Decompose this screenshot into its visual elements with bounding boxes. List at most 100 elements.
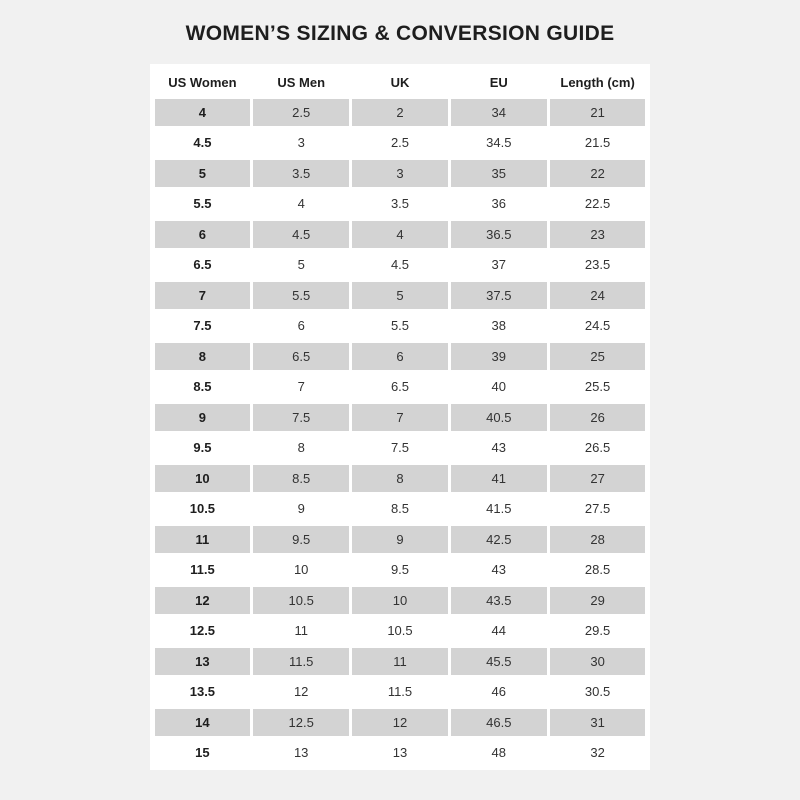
table-cell: 7: [352, 403, 448, 431]
table-cell: 6: [297, 318, 305, 334]
size-conversion-table: US Women US Men UK EU Length (cm) 4 2.5 2 34 21 4…: [153, 68, 647, 768]
table-cell: 45.5: [450, 647, 547, 675]
table-cell: 8.5: [193, 379, 212, 395]
table-cell: 26: [549, 403, 646, 431]
table-cell: 38: [491, 318, 507, 334]
table-cell: 5.5: [193, 196, 212, 212]
table-cell: 3: [297, 135, 305, 151]
table-cell: 27.5: [584, 501, 611, 517]
table-cell: 2.5: [390, 135, 410, 151]
table-cell: 37.5: [450, 281, 547, 309]
table-row: 7.5 6 5.5 38 24.5: [153, 311, 647, 342]
table-cell: 10: [352, 586, 448, 614]
table-cell: 9: [352, 525, 448, 553]
table-cell: 5.5: [390, 318, 410, 334]
table-cell: 29.5: [584, 623, 611, 639]
table-cell: 11.5: [387, 684, 413, 700]
table-cell: 5: [352, 281, 448, 309]
table-row: 14 12.5 12 46.5 31: [153, 707, 647, 738]
table-row: 15 13 13 48 32: [153, 738, 647, 769]
table-cell: 28: [549, 525, 646, 553]
table-row: 6 4.5 4 36.5 23: [153, 219, 647, 250]
table-cell: 25: [549, 342, 646, 370]
table-cell: 6: [352, 342, 448, 370]
table-cell: 12.5: [189, 623, 216, 639]
table-cell: 10.5: [253, 586, 350, 614]
table-cell: 12: [352, 708, 448, 736]
table-row: 4.5 3 2.5 34.5 21.5: [153, 128, 647, 159]
table-cell: 11.5: [253, 647, 350, 675]
table-row: 8 6.5 6 39 25: [153, 341, 647, 372]
table-cell: 11: [352, 647, 448, 675]
table-cell: 39: [450, 342, 547, 370]
table-cell: 6.5: [193, 257, 212, 273]
table-row: 13 11.5 11 45.5 30: [153, 646, 647, 677]
table-cell: 41: [450, 464, 547, 492]
table-cell: 9: [154, 403, 251, 431]
table-cell: 8.5: [253, 464, 350, 492]
table-cell: 6.5: [253, 342, 350, 370]
table-cell: 6: [154, 220, 251, 248]
table-cell: 24.5: [584, 318, 611, 334]
table-cell: 12: [293, 684, 309, 700]
table-cell: 10.5: [387, 623, 413, 639]
table-cell: 23: [549, 220, 646, 248]
table-cell: 46: [491, 684, 507, 700]
table-cell: 14: [154, 708, 251, 736]
table-cell: 9.5: [193, 440, 212, 456]
table-cell: 10: [293, 562, 309, 578]
table-cell: 46.5: [450, 708, 547, 736]
table-cell: 8: [154, 342, 251, 370]
table-cell: 24: [549, 281, 646, 309]
table-cell: 21.5: [584, 135, 611, 151]
table-row: 8.5 7 6.5 40 25.5: [153, 372, 647, 403]
table-cell: 4.5: [253, 220, 350, 248]
table-cell: 5: [154, 159, 251, 187]
table-cell: 13: [293, 745, 309, 761]
table-cell: 7.5: [390, 440, 410, 456]
table-cell: 5.5: [253, 281, 350, 309]
table-cell: 37: [491, 257, 507, 273]
table-cell: 4.5: [390, 257, 410, 273]
table-row: 7 5.5 5 37.5 24: [153, 280, 647, 311]
table-cell: 5: [297, 257, 305, 273]
column-header: Length (cm): [560, 75, 635, 90]
table-row: 9.5 8 7.5 43 26.5: [153, 433, 647, 464]
table-cell: 7.5: [193, 318, 212, 334]
table-row: 12.5 11 10.5 44 29.5: [153, 616, 647, 647]
table-cell: 22: [549, 159, 646, 187]
page-title: WOMEN’S SIZING & CONVERSION GUIDE: [185, 22, 615, 45]
table-cell: 10: [154, 464, 251, 492]
table-cell: 7.5: [253, 403, 350, 431]
table-cell: 40.5: [450, 403, 547, 431]
table-cell: 21: [549, 98, 646, 126]
column-header: US Men: [277, 75, 326, 90]
table-cell: 10.5: [189, 501, 216, 517]
table-cell: 43: [491, 440, 507, 456]
table-cell: 4: [352, 220, 448, 248]
table-cell: 8.5: [390, 501, 410, 517]
table-cell: 41.5: [486, 501, 512, 517]
table-cell: 42.5: [450, 525, 547, 553]
table-cell: 3.5: [390, 196, 410, 212]
table-row: 12 10.5 10 43.5 29: [153, 585, 647, 616]
table-cell: 31: [549, 708, 646, 736]
table-row: 10 8.5 8 41 27: [153, 463, 647, 494]
table-cell: 30.5: [584, 684, 611, 700]
table-cell: 7: [154, 281, 251, 309]
table-cell: 43.5: [450, 586, 547, 614]
table-cell: 35: [450, 159, 547, 187]
table-cell: 25.5: [584, 379, 611, 395]
table-row: 5 3.5 3 35 22: [153, 158, 647, 189]
table-row: 9 7.5 7 40.5 26: [153, 402, 647, 433]
table-row: 11.5 10 9.5 43 28.5: [153, 555, 647, 586]
table-cell: 4: [154, 98, 251, 126]
table-cell: 13: [154, 647, 251, 675]
table-cell: 2.5: [253, 98, 350, 126]
table-cell: 4: [297, 196, 305, 212]
table-cell: 48: [491, 745, 507, 761]
table-cell: 12.5: [253, 708, 350, 736]
table-cell: 3: [352, 159, 448, 187]
table-cell: 15: [195, 745, 210, 761]
table-cell: 9: [297, 501, 305, 517]
